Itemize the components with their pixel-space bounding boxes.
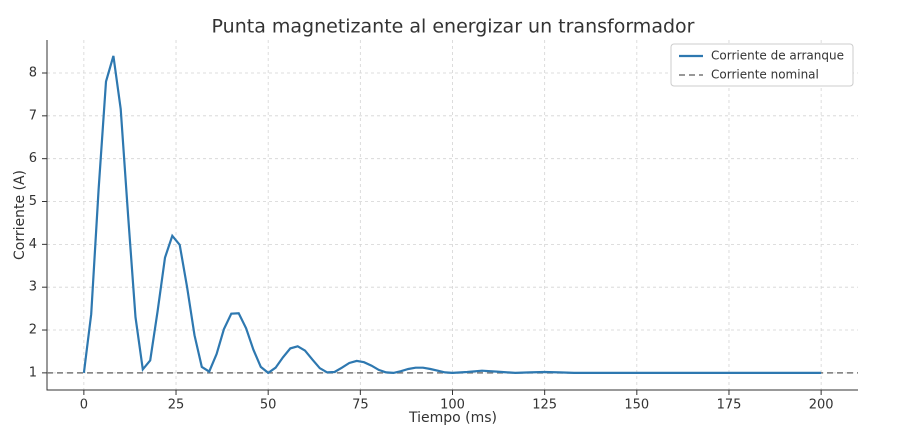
x-axis-label: Tiempo (ms) — [408, 410, 497, 426]
x-tick-label: 200 — [809, 398, 834, 413]
y-tick-label: 8 — [29, 65, 37, 80]
y-tick-label: 2 — [29, 323, 37, 338]
x-tick-label: 50 — [260, 398, 277, 413]
x-tick-label: 0 — [80, 398, 88, 413]
legend-label: Corriente de arranque — [711, 49, 844, 63]
axes — [46, 40, 858, 391]
y-tick-label: 3 — [29, 280, 37, 295]
x-tick-label: 75 — [352, 398, 369, 413]
legend-label: Corriente nominal — [711, 68, 819, 82]
y-tick-label: 4 — [29, 237, 37, 252]
x-tick-label: 125 — [532, 398, 557, 413]
y-tick-label: 6 — [29, 151, 37, 166]
x-tick-label: 150 — [624, 398, 649, 413]
x-tick-label: 100 — [440, 398, 465, 413]
y-tick-label: 1 — [29, 365, 37, 380]
data-line — [82, 55, 822, 375]
x-tick-label: 25 — [168, 398, 185, 413]
x-tick-label: 175 — [717, 398, 742, 413]
chart-title: Punta magnetizante al energizar un trans… — [212, 16, 695, 38]
legend-box — [670, 43, 854, 87]
y-tick-label: 5 — [29, 194, 37, 209]
y-axis-label: Corriente (A) — [12, 170, 28, 260]
y-tick-label: 7 — [29, 108, 37, 123]
